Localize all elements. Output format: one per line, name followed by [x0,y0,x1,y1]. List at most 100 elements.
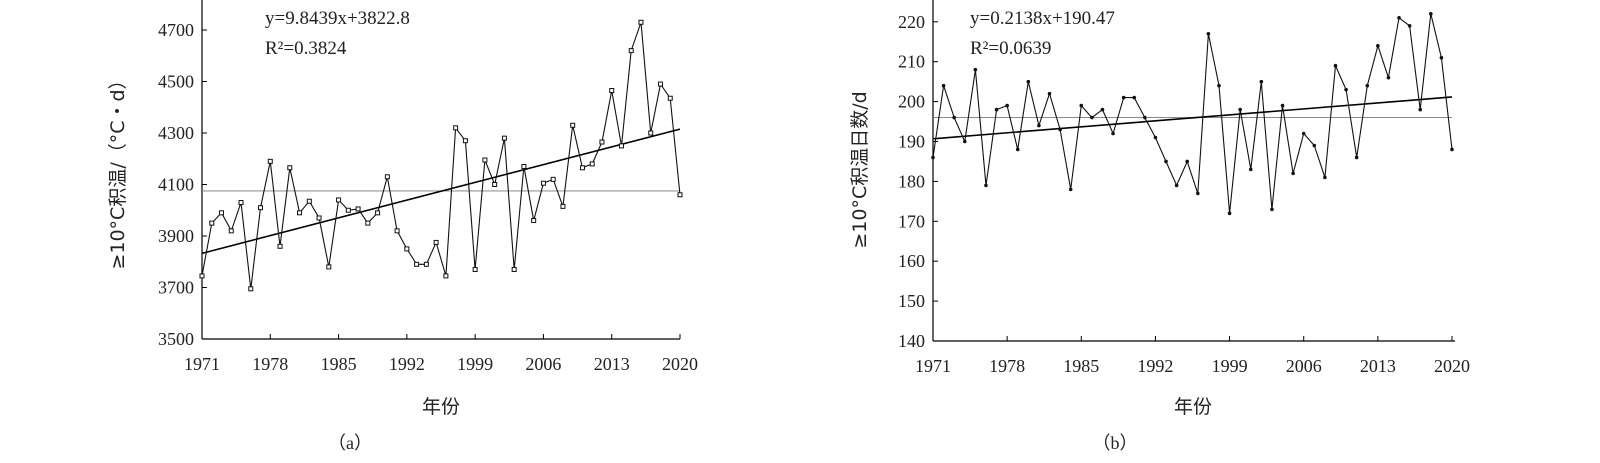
a-data-point [433,239,439,245]
b-data-point [941,83,946,88]
b-data-point [1280,103,1285,108]
a-x-tick-label: 2013 [594,354,630,374]
b-data-point [1185,159,1190,164]
panel-a-r2: R²=0.3824 [265,38,347,59]
a-data-point [228,228,234,234]
b-data-point [1058,127,1062,132]
a-data-point [453,125,459,131]
b-data-point [1174,183,1179,188]
panel-b-label: （b） [1093,433,1138,453]
b-data-point [973,67,978,72]
panel-a-equation: y=9.8439x+3822.8 [265,8,410,29]
b-data-point [1015,147,1020,152]
a-y-tick-label: 4700 [158,20,194,40]
b-data-point [1291,171,1295,176]
a-y-tick-label: 3900 [158,226,194,246]
a-y-tick-label: 4500 [158,72,194,92]
b-x-tick-label: 1999 [1212,356,1248,376]
a-data-point [375,210,381,216]
b-y-tick-label: 170 [898,211,925,231]
b-data-point [1418,107,1423,112]
a-data-point [628,48,634,54]
b-data-point [1195,191,1200,196]
a-data-point [248,286,254,292]
b-data-point [931,155,935,160]
panel-b-markers [931,12,1454,216]
b-data-point [1153,135,1158,140]
b-x-tick-label: 1978 [989,356,1025,376]
b-data-point [984,183,988,188]
panel-b-y-axis-title: ≥10°C积温日数/d [849,91,871,248]
a-data-point [258,205,264,211]
b-x-tick-label: 1971 [915,356,951,376]
a-y-tick-label: 4300 [158,123,194,143]
a-data-point [404,246,410,252]
a-data-point [316,215,322,221]
b-data-point [1386,75,1391,80]
b-y-tick-label: 180 [898,171,925,191]
a-data-point [209,220,215,226]
b-data-point [1323,175,1327,180]
a-data-point [355,206,361,212]
b-data-point [1090,115,1094,120]
panel-a-x-axis-title: 年份 [422,396,460,418]
b-data-point [1143,115,1147,120]
a-data-point [482,157,488,163]
b-data-point [1227,211,1232,216]
a-y-tick-label: 4100 [158,175,194,195]
a-data-point [531,218,537,224]
a-data-point [667,95,673,101]
b-data-point [1312,143,1317,148]
panel-b-r2: R²=0.0639 [970,38,1051,59]
a-data-point [199,273,205,279]
b-data-point [1344,87,1348,92]
panel-a-x-ticks: 1971 1978 1985 1992 1999 2006 2013 2020 [184,334,698,374]
panel-b-trend-line [932,96,1453,140]
a-x-tick-label: 1999 [457,354,493,374]
a-data-point [326,264,332,270]
b-data-point [952,115,956,120]
b-data-point [1354,155,1359,160]
a-data-point [511,266,517,272]
a-x-tick-label: 1985 [321,354,357,374]
b-x-tick-label: 2020 [1434,356,1470,376]
b-x-tick-label: 2013 [1360,356,1396,376]
b-data-point [1248,167,1253,172]
a-data-point [599,139,605,145]
a-data-point [219,210,225,216]
b-data-point [1376,43,1380,48]
panel-a-label: （a） [328,433,372,453]
panel-a-markers [199,19,683,292]
a-data-point [609,88,615,94]
panel-b-series-line [932,13,1453,214]
b-y-tick-label: 160 [898,251,925,271]
a-x-tick-label: 1978 [252,354,288,374]
a-y-tick-label: 3700 [158,278,194,298]
a-data-point [287,165,293,171]
b-data-point [1333,63,1338,68]
b-data-point [1100,107,1105,112]
b-data-point [994,107,999,112]
b-data-point [1407,23,1412,28]
a-data-point [472,266,478,272]
a-data-point [589,161,595,167]
a-data-point [540,180,546,186]
panel-b-x-ticks: 1971 1978 1985 1992 1999 2006 2013 2020 [915,336,1470,376]
b-data-point [1047,91,1052,96]
b-y-tick-label: 200 [898,92,925,112]
a-data-point [492,182,498,187]
b-data-point [1132,95,1137,100]
a-data-point [394,228,400,234]
b-x-tick-label: 1985 [1063,356,1099,376]
b-data-point [1217,83,1221,88]
a-data-point [579,165,585,171]
b-data-point [1037,123,1041,128]
b-y-tick-label: 190 [898,132,925,152]
a-data-point [365,220,371,226]
b-data-point [1238,107,1242,112]
a-data-point [677,192,683,198]
b-data-point [1121,95,1126,100]
a-data-point [570,122,576,128]
a-data-point [657,81,663,87]
